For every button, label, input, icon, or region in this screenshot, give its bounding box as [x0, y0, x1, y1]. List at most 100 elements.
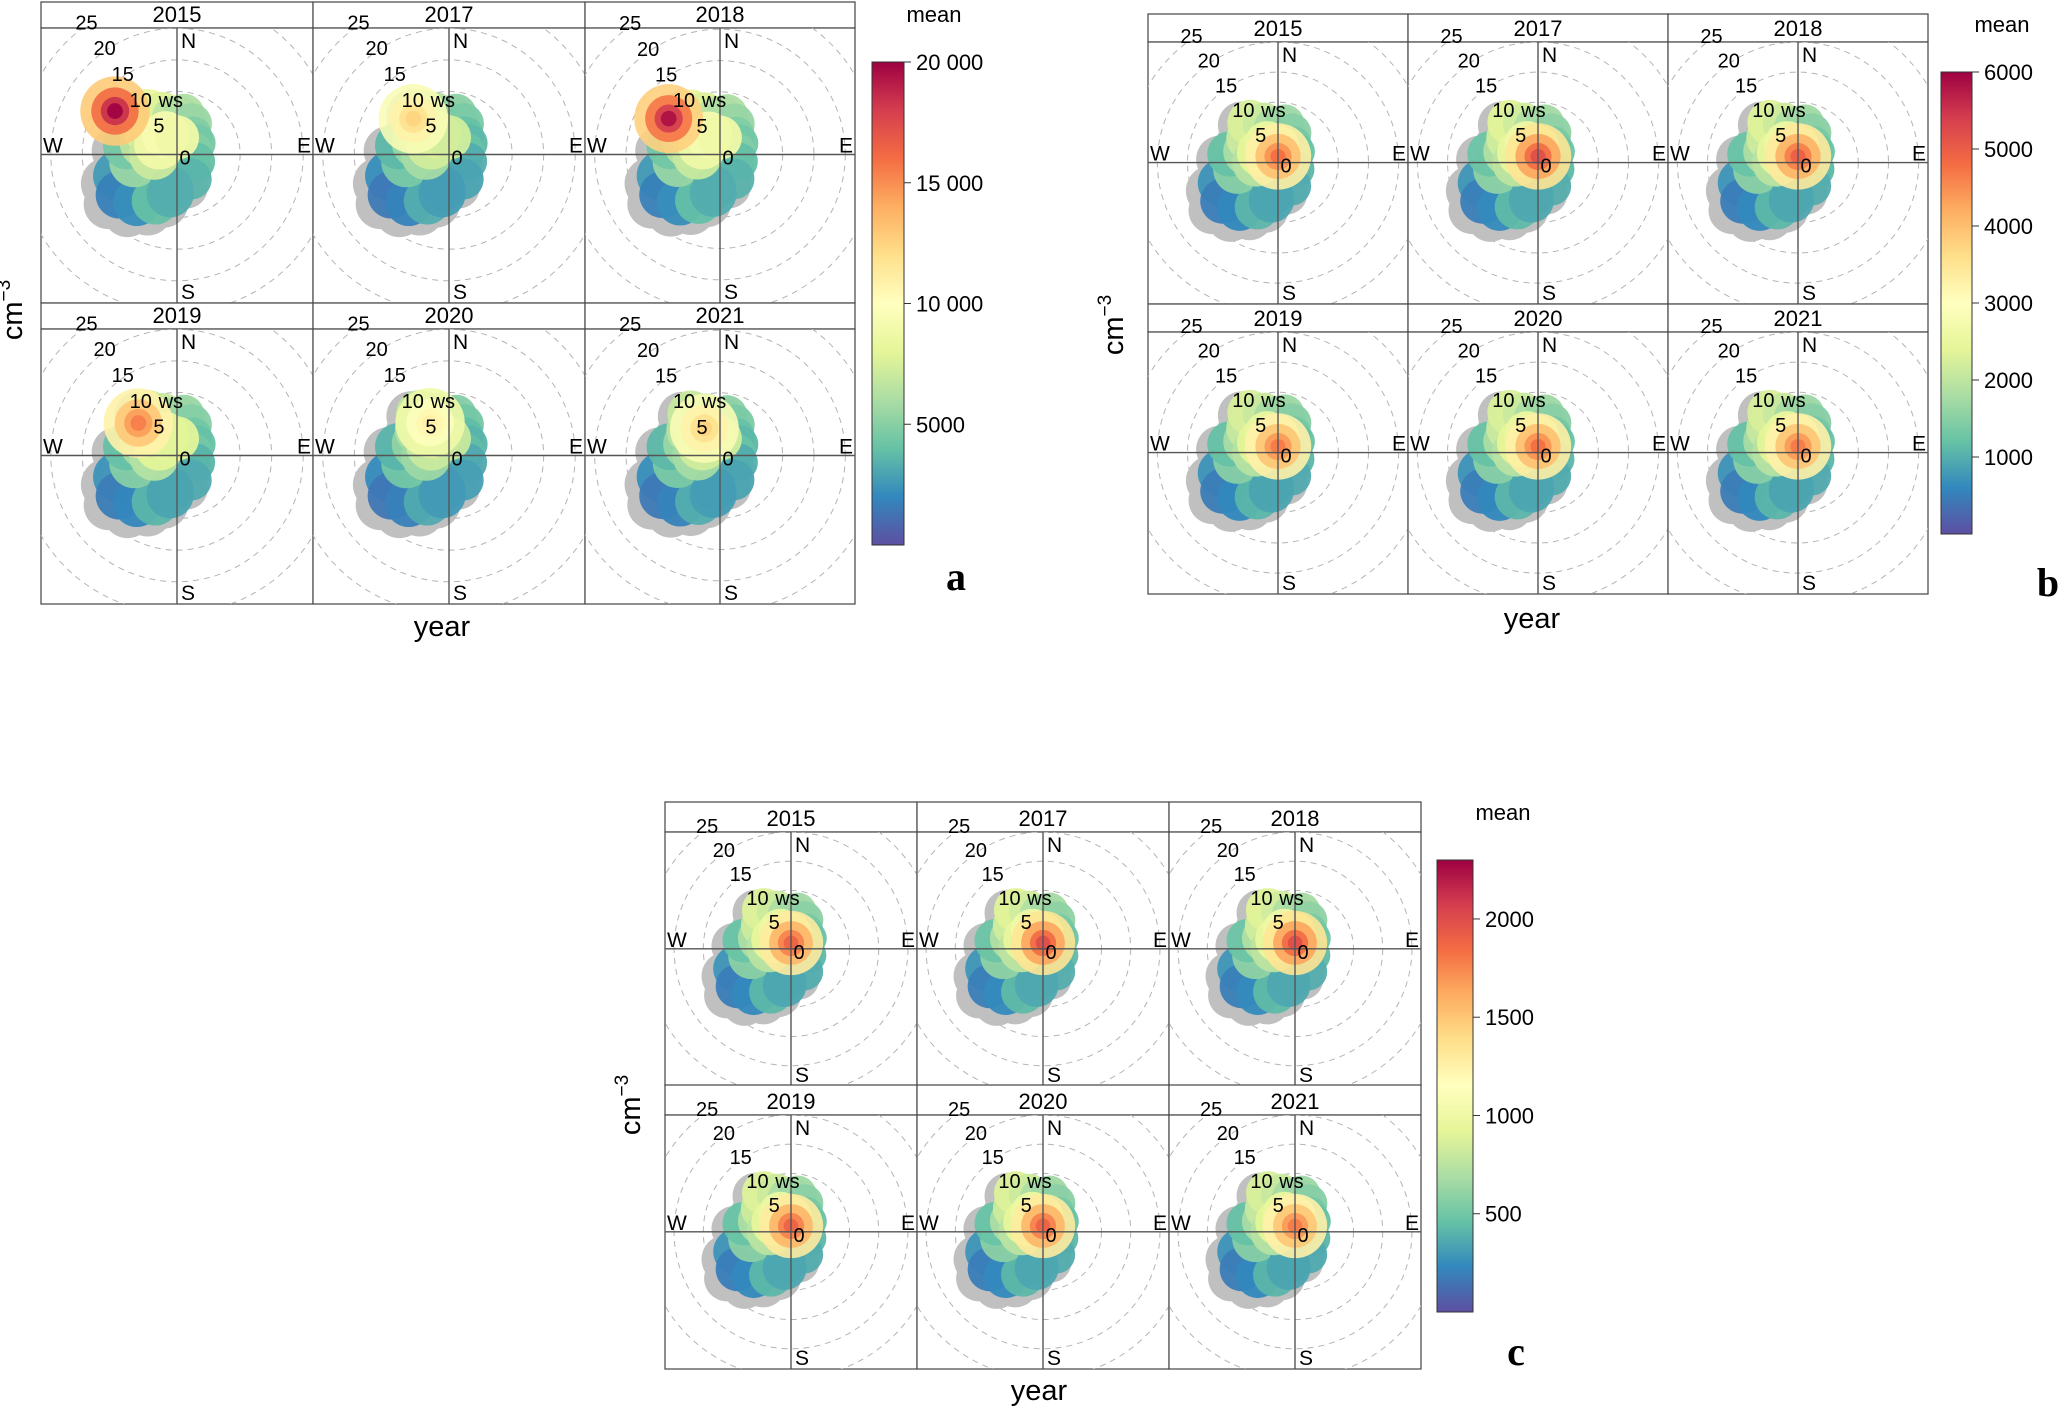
- direction-label-n: N: [453, 30, 468, 53]
- direction-label-s: S: [1047, 1064, 1061, 1087]
- y-axis-title-exponent: −3: [1095, 295, 1116, 317]
- radial-axis-label: ws: [1520, 100, 1545, 122]
- y-axis-title-unit: cm: [615, 1097, 647, 1136]
- direction-label-e: E: [1405, 929, 1419, 952]
- concentration-hotspot: [405, 110, 422, 127]
- radial-tick-label: 0: [179, 148, 190, 170]
- radial-tick-label: 15: [730, 1147, 752, 1169]
- colorbar-tick-label: 2000: [1984, 368, 2033, 393]
- radial-tick-label: 25: [696, 1099, 718, 1121]
- direction-label-s: S: [724, 582, 738, 605]
- direction-label-s: S: [724, 281, 738, 304]
- y-axis-title-exponent: −3: [612, 1075, 633, 1097]
- radial-tick-label: 10: [998, 1171, 1020, 1193]
- colorbar-tick-label: 1500: [1485, 1005, 1534, 1030]
- radial-tick-label: 10: [1752, 100, 1774, 122]
- direction-label-e: E: [1153, 929, 1167, 952]
- radial-tick-label: 20: [1198, 51, 1220, 73]
- radial-tick-label: 25: [619, 314, 641, 336]
- colorbar: [1940, 71, 1973, 535]
- radial-tick-label: 0: [1045, 1225, 1056, 1247]
- direction-label-n: N: [795, 1117, 810, 1140]
- colorbar-title: mean: [1974, 12, 2029, 37]
- radial-tick-label: 0: [1800, 446, 1811, 468]
- direction-label-w: W: [1410, 433, 1430, 456]
- radial-axis-label: ws: [774, 1171, 799, 1193]
- radial-tick-label: 15: [655, 366, 677, 388]
- colorbar-tick-label: 20 000: [916, 50, 983, 75]
- direction-label-s: S: [795, 1064, 809, 1087]
- direction-label-n: N: [1047, 1117, 1062, 1140]
- radial-tick-label: 25: [75, 12, 97, 34]
- radial-tick-label: 20: [1458, 51, 1480, 73]
- radial-tick-label: 20: [93, 339, 115, 361]
- panel-letter: b: [2037, 560, 2059, 605]
- facet-title: 2017: [425, 2, 474, 27]
- facet-strip: [916, 801, 1170, 833]
- radial-tick-label: 5: [153, 116, 164, 138]
- radial-tick-label: 20: [965, 1123, 987, 1145]
- radial-tick-label: 15: [655, 65, 677, 87]
- radial-axis-label: ws: [430, 90, 455, 112]
- direction-label-n: N: [453, 331, 468, 354]
- radial-tick-label: 20: [713, 1123, 735, 1145]
- radial-axis-label: ws: [701, 391, 726, 413]
- radial-tick-label: 5: [425, 116, 436, 138]
- direction-label-e: E: [839, 135, 853, 158]
- facet-title: 2018: [696, 2, 745, 27]
- direction-label-n: N: [181, 331, 196, 354]
- radial-tick-label: 10: [130, 90, 152, 112]
- radial-tick-label: 15: [1234, 864, 1256, 886]
- x-axis-title: year: [1011, 1375, 1068, 1407]
- radial-tick-label: 5: [1021, 912, 1032, 934]
- radial-tick-label: 15: [1234, 1147, 1256, 1169]
- radial-tick-label: 0: [1800, 156, 1811, 178]
- radial-tick-label: 20: [1217, 1123, 1239, 1145]
- direction-label-e: E: [1392, 433, 1406, 456]
- facet-strip: [1168, 1084, 1422, 1116]
- direction-label-w: W: [315, 135, 335, 158]
- colorbar: [1436, 859, 1474, 1313]
- radial-tick-label: 5: [1255, 125, 1266, 147]
- direction-label-s: S: [1047, 1347, 1061, 1370]
- radial-tick-label: 15: [1735, 365, 1757, 387]
- radial-tick-label: 5: [1255, 415, 1266, 437]
- radial-axis-label: ws: [1780, 390, 1805, 412]
- direction-label-n: N: [1047, 834, 1062, 857]
- concentration-cell: [418, 169, 466, 218]
- direction-label-n: N: [1542, 44, 1557, 67]
- direction-label-w: W: [667, 929, 687, 952]
- concentration-cell: [146, 169, 194, 218]
- radial-tick-label: 25: [1440, 316, 1462, 338]
- radial-tick-label: 5: [153, 417, 164, 439]
- radial-tick-label: 5: [1273, 1195, 1284, 1217]
- radial-tick-label: 5: [1515, 125, 1526, 147]
- radial-tick-label: 20: [1458, 341, 1480, 363]
- direction-label-e: E: [901, 1212, 915, 1235]
- radial-tick-label: 20: [713, 840, 735, 862]
- direction-label-n: N: [181, 30, 196, 53]
- x-axis-title: year: [414, 611, 471, 643]
- direction-label-e: E: [1912, 433, 1926, 456]
- facet-title: 2019: [767, 1089, 816, 1114]
- radial-tick-label: 10: [1492, 100, 1514, 122]
- radial-tick-label: 0: [793, 942, 804, 964]
- direction-label-w: W: [315, 436, 335, 459]
- radial-tick-label: 20: [1198, 341, 1220, 363]
- radial-tick-label: 20: [1217, 840, 1239, 862]
- radial-tick-label: 10: [673, 90, 695, 112]
- colorbar-title: mean: [906, 2, 961, 27]
- radial-tick-label: 25: [619, 13, 641, 35]
- radial-tick-label: 20: [965, 840, 987, 862]
- radial-tick-label: 15: [1475, 75, 1497, 97]
- radial-tick-label: 15: [1215, 75, 1237, 97]
